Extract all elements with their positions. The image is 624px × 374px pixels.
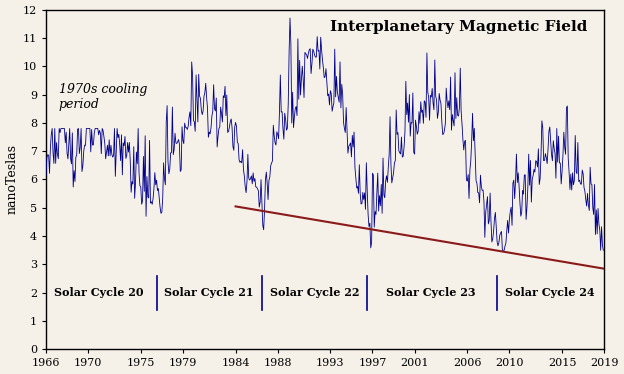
Y-axis label: nanoTeslas: nanoTeslas <box>6 144 19 214</box>
Text: Solar Cycle 24: Solar Cycle 24 <box>505 287 594 298</box>
Text: Solar Cycle 21: Solar Cycle 21 <box>165 287 254 298</box>
Text: Solar Cycle 23: Solar Cycle 23 <box>386 287 475 298</box>
Text: Solar Cycle 20: Solar Cycle 20 <box>54 287 144 298</box>
Text: Interplanetary Magnetic Field: Interplanetary Magnetic Field <box>330 20 587 34</box>
Text: 1970s cooling
period: 1970s cooling period <box>59 83 147 111</box>
Text: Solar Cycle 22: Solar Cycle 22 <box>270 287 359 298</box>
